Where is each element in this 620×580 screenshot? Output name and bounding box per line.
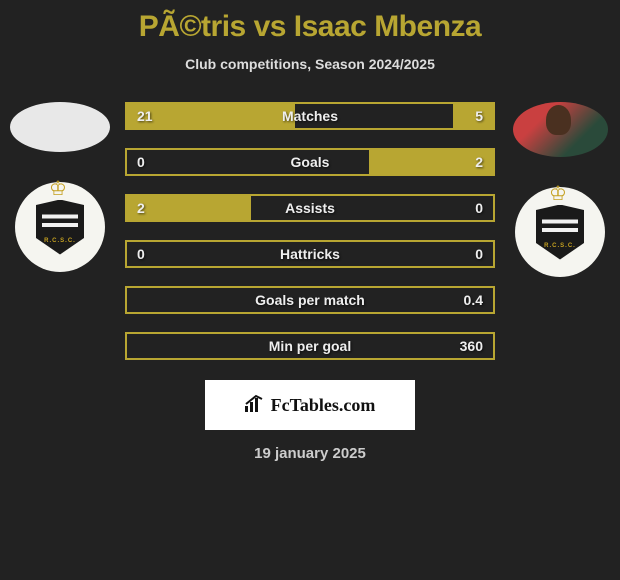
footer-brand-text: FcTables.com [271,395,376,416]
stat-label: Matches [282,108,338,124]
left-column: R.C.S.C. [5,102,115,360]
stat-bar: 21 Matches 5 [125,102,495,130]
stat-bar: Goals per match 0.4 [125,286,495,314]
stat-bar: 0 Goals 2 [125,148,495,176]
subtitle: Club competitions, Season 2024/2025 [0,56,620,72]
stat-label: Hattricks [280,246,340,262]
stat-label: Goals [291,154,330,170]
stat-value-left: 0 [137,154,145,170]
comparison-container: R.C.S.C. 21 Matches 5 0 Goals 2 2 Assists 0 0 Hatt… [0,102,620,360]
crown-icon [45,184,75,199]
date-label: 19 january 2025 [0,445,620,462]
stat-value-right: 360 [460,338,483,354]
stat-value-right: 5 [475,108,483,124]
stat-fill-right [453,104,493,128]
stat-value-right: 0 [475,200,483,216]
crown-icon [545,189,575,204]
page-title: PÃ©tris vs Isaac Mbenza [0,0,620,44]
player-left-avatar [10,102,110,152]
stats-bars: 21 Matches 5 0 Goals 2 2 Assists 0 0 Hattricks 0 Goa… [115,102,505,360]
stat-value-right: 2 [475,154,483,170]
stat-label: Min per goal [269,338,351,354]
club-right-abbrev: R.C.S.C. [544,243,576,249]
stat-value-left: 21 [137,108,153,124]
shield-icon [36,200,84,255]
club-left-abbrev: R.C.S.C. [44,238,76,244]
stat-value-right: 0 [475,246,483,262]
stat-value-right: 0.4 [464,292,483,308]
club-left-badge: R.C.S.C. [15,182,105,272]
right-column: R.C.S.C. [505,102,615,360]
stat-fill-left [127,196,251,220]
footer-brand[interactable]: FcTables.com [205,380,415,430]
stat-bar: 0 Hattricks 0 [125,240,495,268]
player-right-avatar [513,102,608,157]
stat-bar: 2 Assists 0 [125,194,495,222]
club-right-badge: R.C.S.C. [515,187,605,277]
chart-icon [245,394,267,417]
shield-icon [536,205,584,260]
stat-bar: Min per goal 360 [125,332,495,360]
stat-label: Goals per match [255,292,365,308]
stat-value-left: 2 [137,200,145,216]
stat-label: Assists [285,200,335,216]
stat-value-left: 0 [137,246,145,262]
